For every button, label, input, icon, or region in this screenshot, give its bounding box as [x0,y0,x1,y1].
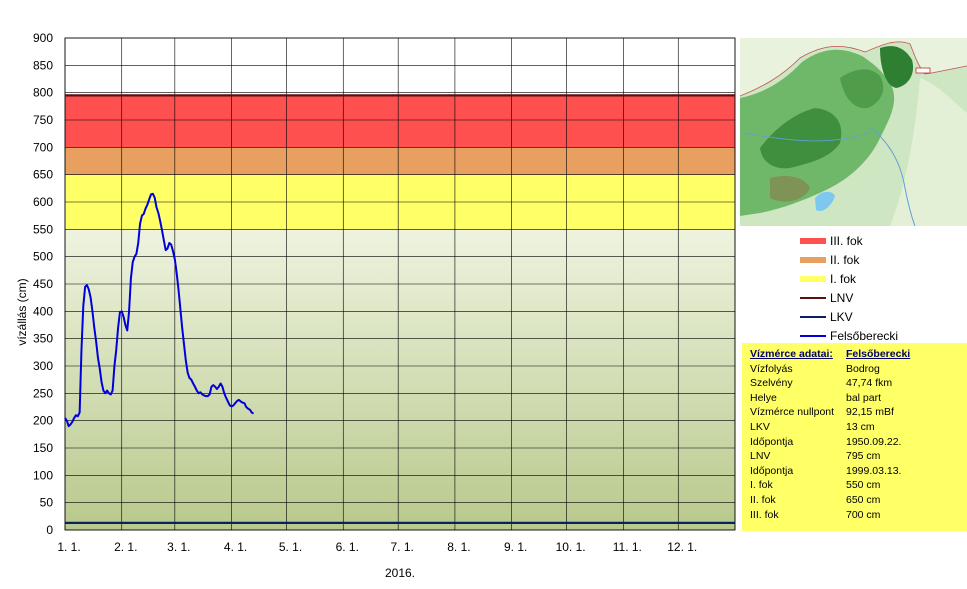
station-info-value: 550 cm [846,479,881,492]
y-tick-label: 850 [33,58,53,72]
y-axis-title: vízállás (cm) [15,278,29,345]
x-tick-label: 3. 1. [167,540,190,554]
legend-item: LNV [800,288,960,307]
alert-band-1 [65,95,735,148]
station-info-value: 1950.09.22. [846,435,902,448]
legend-swatch [800,315,826,318]
station-info-row: Helye bal part [750,391,961,406]
y-tick-label: 200 [33,414,53,428]
station-info-value: 1999.03.13. [846,464,902,477]
legend-swatch [800,296,826,299]
y-tick-label: 150 [33,441,53,455]
y-tick-label: 450 [33,277,53,291]
y-tick-label: 400 [33,304,53,318]
legend-label: Felsőberecki [830,328,899,343]
normal-level-area [65,229,735,531]
legend-item: II. fok [800,250,960,269]
station-info-key: LNV [750,450,771,463]
station-header-key: Vízmérce adatai: [750,348,833,360]
station-info-row: Időpontja 1999.03.13. [750,464,961,479]
y-tick-label: 100 [33,468,53,482]
x-tick-label: 2. 1. [114,540,137,554]
station-info-key: Vízmérce nullpont [750,406,835,419]
y-tick-label: 650 [33,168,53,182]
y-tick-label: 50 [40,496,54,510]
y-tick-label: 750 [33,113,53,127]
legend-swatch [800,275,826,282]
legend-label: LNV [830,290,854,305]
station-info-panel: Vízmérce adatai: Felsőberecki Vízfolyás B… [742,343,967,531]
legend-swatch [800,334,826,337]
region-map [740,38,967,226]
x-tick-label: 4. 1. [224,540,247,554]
legend-item: III. fok [800,231,960,250]
station-info-key: LKV [750,420,770,433]
station-header-value: Felsőberecki [846,348,911,360]
station-info-row: LNV 795 cm [750,449,961,464]
y-tick-label: 250 [33,386,53,400]
station-info-row: I. fok 550 cm [750,478,961,493]
x-tick-label: 7. 1. [390,540,413,554]
region-map-image [740,38,967,226]
station-info-key: Helye [750,391,777,404]
y-tick-label: 550 [33,222,53,236]
station-info-value: 650 cm [846,493,881,506]
station-info-row: Vízfolyás Bodrog [750,362,961,377]
water-level-chart: 0 50 100 150 200 250 300 350 400 450 500 550 600 650 7… [15,31,736,580]
legend-label: I. fok [830,271,857,286]
x-tick-label: 8. 1. [447,540,470,554]
station-info-row: LKV 13 cm [750,420,961,435]
legend-label: III. fok [830,233,863,248]
legend-label: II. fok [830,252,860,267]
station-info-row: II. fok 650 cm [750,493,961,508]
station-info-value: Bodrog [846,362,880,375]
legend-swatch [800,237,826,244]
station-info-row: Szelvény 47,74 fkm [750,376,961,391]
y-tick-label: 500 [33,250,53,264]
x-tick-label: 6. 1. [336,540,359,554]
station-info-value: bal part [846,391,882,404]
x-tick-label: 9. 1. [504,540,527,554]
station-info-value: 47,74 fkm [846,377,893,390]
plot-border [64,37,736,531]
legend-swatch [800,256,826,263]
chart-legend: III. fok II. fok I. fok LNV LKV Felsőberecki [800,231,960,345]
y-tick-label: 350 [33,332,53,346]
x-tick-label: 12. 1. [667,540,697,554]
y-tick-label: 700 [33,140,53,154]
station-info-key: Vízfolyás [750,362,793,375]
station-info-header: Vízmérce adatai: Felsőberecki [750,347,961,362]
station-info-value: 795 cm [846,450,881,463]
station-info-key: II. fok [750,493,776,506]
legend-item: LKV [800,307,960,326]
y-tick-label: 300 [33,359,53,373]
station-info-key: III. fok [750,508,779,521]
series-line-felsoberecki [64,192,255,428]
station-info-value: 13 cm [846,420,875,433]
station-info-value: 92,15 mBf [846,406,894,419]
station-info-row: Időpontja 1950.09.22. [750,435,961,450]
alert-band-2 [65,147,735,175]
station-info-value: 700 cm [846,508,881,521]
x-tick-label: 11. 1. [613,540,642,554]
station-info-key: Időpontja [750,464,794,477]
legend-label: LKV [830,309,853,324]
legend-item: I. fok [800,269,960,288]
y-tick-label: 800 [33,86,53,100]
x-tick-label: 5. 1. [279,540,302,554]
y-tick-label: 900 [33,31,53,45]
x-axis-title: 2016. [385,566,415,580]
legend-item: Felsőberecki [800,326,960,345]
x-tick-label: 10. 1. [556,540,586,554]
y-tick-label: 0 [46,523,53,537]
station-info-key: Szelvény [750,377,793,390]
station-info-key: Időpontja [750,435,794,448]
station-info-row: Vízmérce nullpont 92,15 mBf [750,405,961,420]
station-info-row: III. fok 700 cm [750,508,961,523]
y-tick-label: 600 [33,195,53,209]
x-tick-label: 1. 1. [57,540,80,554]
station-info-key: I. fok [750,479,773,492]
